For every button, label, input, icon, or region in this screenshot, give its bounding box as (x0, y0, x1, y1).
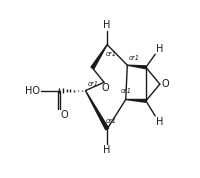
Text: or1: or1 (88, 81, 99, 87)
Text: or1: or1 (106, 118, 117, 124)
Polygon shape (85, 91, 109, 130)
Text: H: H (156, 44, 163, 54)
Polygon shape (91, 45, 107, 69)
Text: H: H (103, 145, 111, 155)
Text: or1: or1 (129, 55, 140, 61)
Text: H: H (103, 20, 111, 30)
Text: O: O (61, 110, 68, 120)
Text: O: O (101, 83, 109, 93)
Text: HO: HO (25, 86, 40, 96)
Text: H: H (156, 117, 163, 127)
Text: or1: or1 (121, 88, 132, 94)
Polygon shape (126, 100, 146, 102)
Polygon shape (127, 65, 146, 69)
Text: or1: or1 (106, 51, 117, 57)
Text: O: O (161, 79, 169, 89)
